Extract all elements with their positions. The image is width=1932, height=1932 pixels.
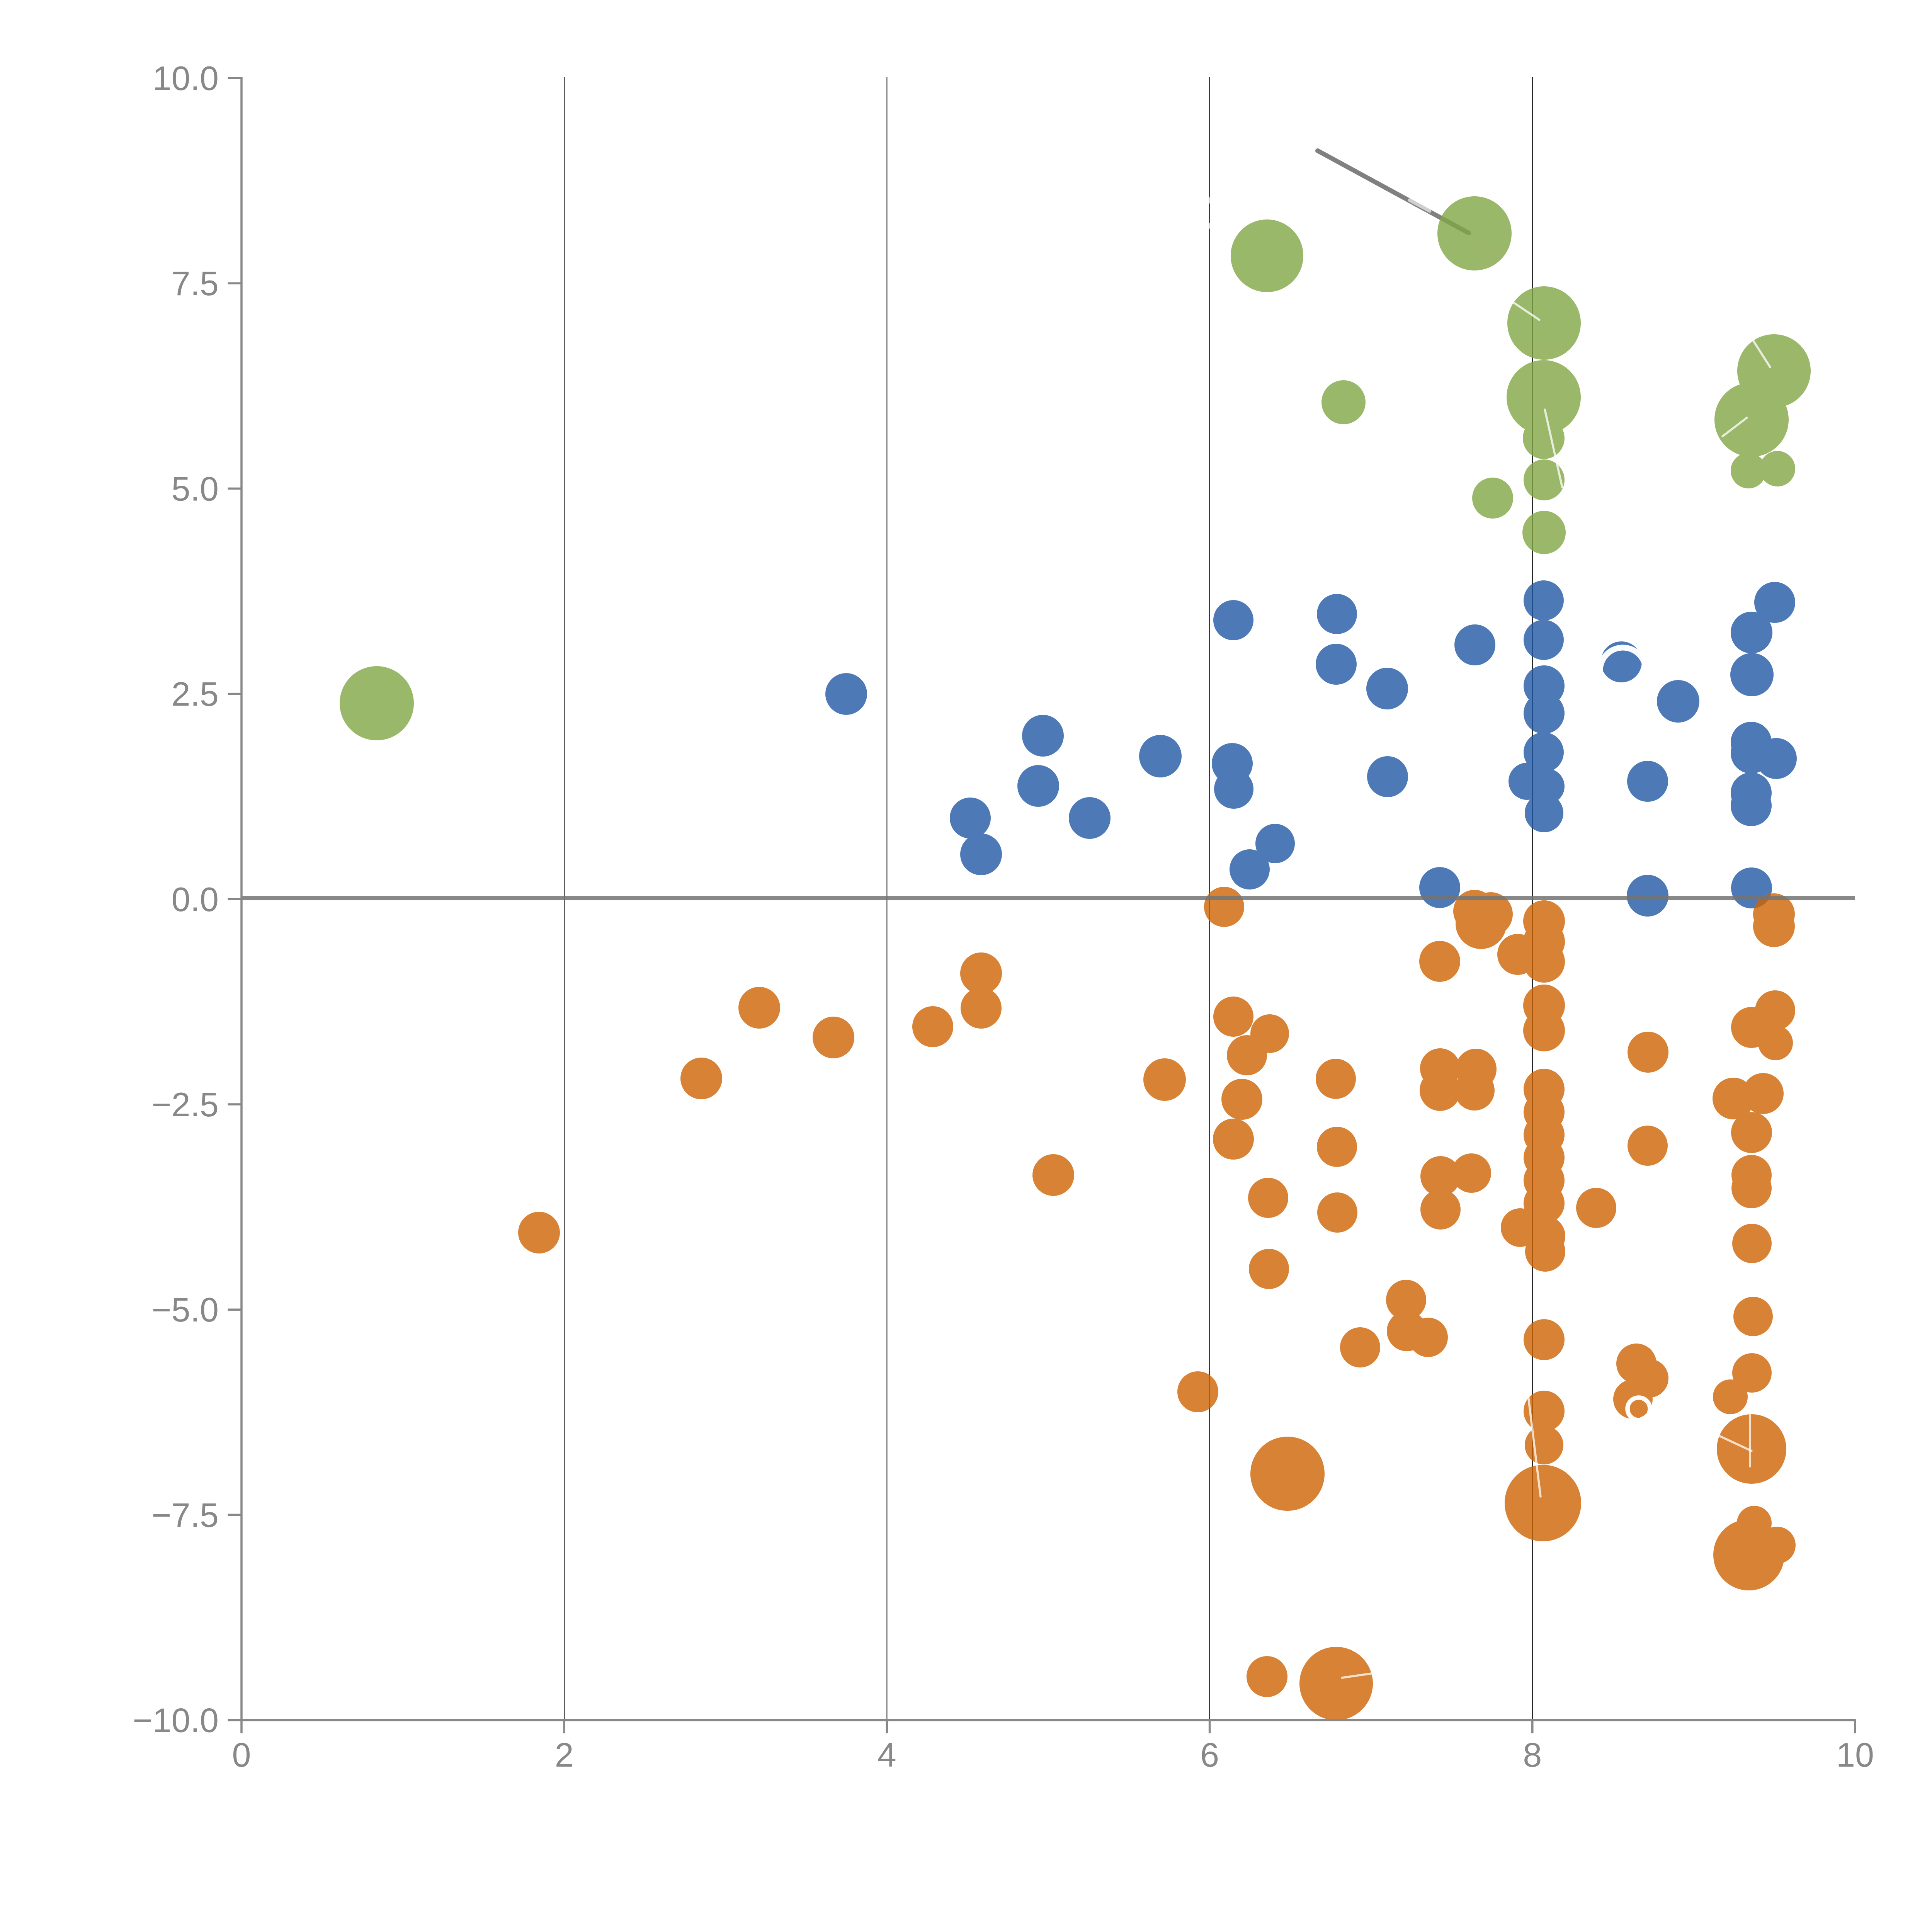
svg-text:−5.0: −5.0 xyxy=(151,1291,219,1329)
svg-text:0: 0 xyxy=(232,1736,251,1774)
svg-text:2: 2 xyxy=(555,1736,574,1774)
svg-text:2.5: 2.5 xyxy=(172,675,219,713)
svg-text:−2.5: −2.5 xyxy=(151,1085,219,1124)
svg-text:10: 10 xyxy=(1836,1736,1874,1774)
svg-text:8: 8 xyxy=(1523,1736,1542,1774)
svg-text:−10.0: −10.0 xyxy=(133,1701,219,1740)
svg-text:6: 6 xyxy=(1200,1736,1219,1774)
svg-text:4: 4 xyxy=(878,1736,896,1774)
svg-text:0.0: 0.0 xyxy=(172,880,219,918)
svg-text:10.0: 10.0 xyxy=(153,59,219,97)
svg-text:−7.5: −7.5 xyxy=(151,1496,219,1534)
svg-text:7.5: 7.5 xyxy=(172,264,219,303)
svg-text:5.0: 5.0 xyxy=(172,469,219,508)
